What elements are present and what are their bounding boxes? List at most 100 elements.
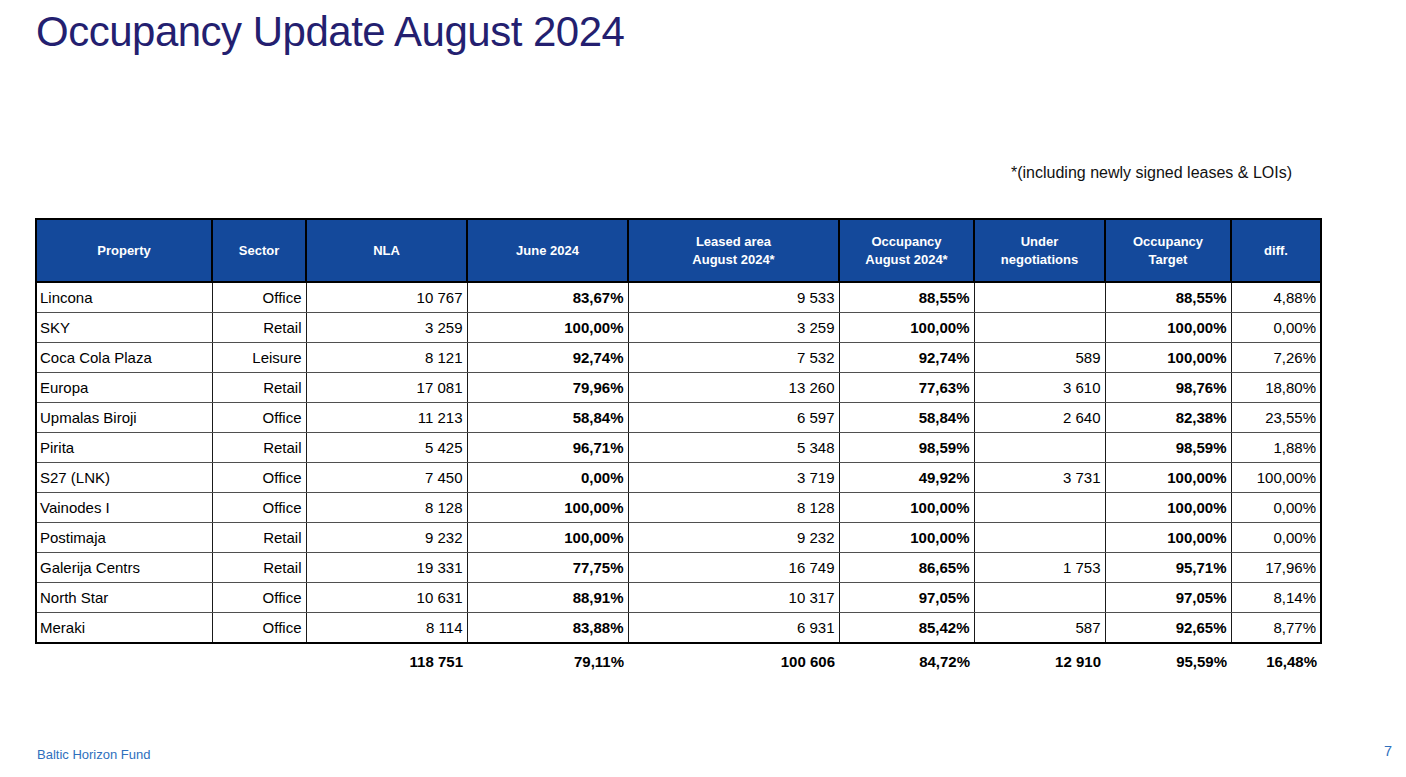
- table-cell: 92,65%: [1105, 613, 1231, 644]
- table-cell: 100,00%: [1105, 493, 1231, 523]
- table-cell: Vainodes I: [36, 493, 212, 523]
- column-header: diff.: [1231, 219, 1321, 282]
- table-cell: Coca Cola Plaza: [36, 343, 212, 373]
- page-title: Occupancy Update August 2024: [36, 8, 624, 56]
- table-cell: 0,00%: [1231, 493, 1321, 523]
- table-cell: 96,71%: [467, 433, 628, 463]
- totals-cell: 79,11%: [467, 643, 628, 678]
- table-cell: Meraki: [36, 613, 212, 644]
- table-cell: 83,67%: [467, 282, 628, 313]
- column-header: NLA: [306, 219, 467, 282]
- table-row: Coca Cola PlazaLeisure8 12192,74%7 53292…: [36, 343, 1321, 373]
- totals-cell: 118 751: [306, 643, 467, 678]
- table-cell: 79,96%: [467, 373, 628, 403]
- table-cell: 100,00%: [839, 493, 974, 523]
- table-cell: 58,84%: [467, 403, 628, 433]
- table-body: LinconaOffice10 76783,67%9 53388,55%88,5…: [36, 282, 1321, 678]
- totals-cell: 100 606: [628, 643, 839, 678]
- table-cell: Pirita: [36, 433, 212, 463]
- table-cell: 58,84%: [839, 403, 974, 433]
- table-cell: 10 317: [628, 583, 839, 613]
- column-header: Property: [36, 219, 212, 282]
- table-cell: 17,96%: [1231, 553, 1321, 583]
- table-cell: 49,92%: [839, 463, 974, 493]
- table-cell: [974, 433, 1105, 463]
- table-cell: [974, 282, 1105, 313]
- table-cell: 16 749: [628, 553, 839, 583]
- table-cell: 3 719: [628, 463, 839, 493]
- table-cell: 97,05%: [839, 583, 974, 613]
- table-cell: 0,00%: [1231, 523, 1321, 553]
- page-number: 7: [1384, 743, 1392, 759]
- table-row: Upmalas BirojiOffice11 21358,84%6 59758,…: [36, 403, 1321, 433]
- table-cell: Office: [212, 493, 306, 523]
- table-cell: Retail: [212, 373, 306, 403]
- column-header: Under negotiations: [974, 219, 1105, 282]
- table-cell: [974, 313, 1105, 343]
- table-cell: Lincona: [36, 282, 212, 313]
- table-cell: 100,00%: [1231, 463, 1321, 493]
- table-cell: Office: [212, 613, 306, 644]
- table-cell: 3 259: [628, 313, 839, 343]
- totals-cell: 16,48%: [1231, 643, 1321, 678]
- table-row: SKYRetail3 259100,00%3 259100,00%100,00%…: [36, 313, 1321, 343]
- table-cell: 1,88%: [1231, 433, 1321, 463]
- footnote-leases-lois: *(including newly signed leases & LOIs): [1011, 164, 1292, 182]
- table-cell: [974, 583, 1105, 613]
- table-cell: 0,00%: [1231, 313, 1321, 343]
- table-cell: 2 640: [974, 403, 1105, 433]
- table-cell: 92,74%: [839, 343, 974, 373]
- table-cell: 17 081: [306, 373, 467, 403]
- table-cell: 8,14%: [1231, 583, 1321, 613]
- table-cell: 100,00%: [839, 523, 974, 553]
- table-cell: 5 425: [306, 433, 467, 463]
- column-header: Leased area August 2024*: [628, 219, 839, 282]
- table-cell: 92,74%: [467, 343, 628, 373]
- table-cell: 77,63%: [839, 373, 974, 403]
- table-row: Galerija CentrsRetail19 33177,75%16 7498…: [36, 553, 1321, 583]
- table-cell: 88,91%: [467, 583, 628, 613]
- table-row: EuropaRetail17 08179,96%13 26077,63%3 61…: [36, 373, 1321, 403]
- table-cell: 100,00%: [467, 523, 628, 553]
- table-row: MerakiOffice8 11483,88%6 93185,42%58792,…: [36, 613, 1321, 644]
- table-cell: 77,75%: [467, 553, 628, 583]
- table-cell: 11 213: [306, 403, 467, 433]
- table-row: S27 (LNK)Office7 4500,00%3 71949,92%3 73…: [36, 463, 1321, 493]
- table-cell: 6 597: [628, 403, 839, 433]
- table-cell: 13 260: [628, 373, 839, 403]
- column-header: Occupancy August 2024*: [839, 219, 974, 282]
- table-cell: 587: [974, 613, 1105, 644]
- table-cell: Europa: [36, 373, 212, 403]
- footer-fund-name: Baltic Horizon Fund: [37, 747, 150, 762]
- slide: Occupancy Update August 2024 *(including…: [0, 0, 1406, 777]
- totals-cell: 12 910: [974, 643, 1105, 678]
- table-cell: 95,71%: [1105, 553, 1231, 583]
- table-cell: 100,00%: [1105, 313, 1231, 343]
- totals-cell: 95,59%: [1105, 643, 1231, 678]
- table-row: PiritaRetail5 42596,71%5 34898,59%98,59%…: [36, 433, 1321, 463]
- column-header: Sector: [212, 219, 306, 282]
- table-cell: 18,80%: [1231, 373, 1321, 403]
- table-cell: 8 128: [306, 493, 467, 523]
- table-cell: Office: [212, 403, 306, 433]
- table-cell: Office: [212, 282, 306, 313]
- table-cell: 3 610: [974, 373, 1105, 403]
- table-cell: 10 631: [306, 583, 467, 613]
- table-cell: 98,59%: [1105, 433, 1231, 463]
- table-cell: 6 931: [628, 613, 839, 644]
- table-cell: Retail: [212, 523, 306, 553]
- table-cell: 97,05%: [1105, 583, 1231, 613]
- table-row: PostimajaRetail9 232100,00%9 232100,00%1…: [36, 523, 1321, 553]
- table-cell: 3 259: [306, 313, 467, 343]
- table-cell: 88,55%: [1105, 282, 1231, 313]
- table-cell: 7,26%: [1231, 343, 1321, 373]
- table-cell: Upmalas Biroji: [36, 403, 212, 433]
- table-cell: 8,77%: [1231, 613, 1321, 644]
- table-cell: [974, 523, 1105, 553]
- table-cell: 9 232: [628, 523, 839, 553]
- totals-cell: [212, 643, 306, 678]
- table-cell: Office: [212, 583, 306, 613]
- table-cell: 19 331: [306, 553, 467, 583]
- table-cell: 83,88%: [467, 613, 628, 644]
- table-cell: 8 128: [628, 493, 839, 523]
